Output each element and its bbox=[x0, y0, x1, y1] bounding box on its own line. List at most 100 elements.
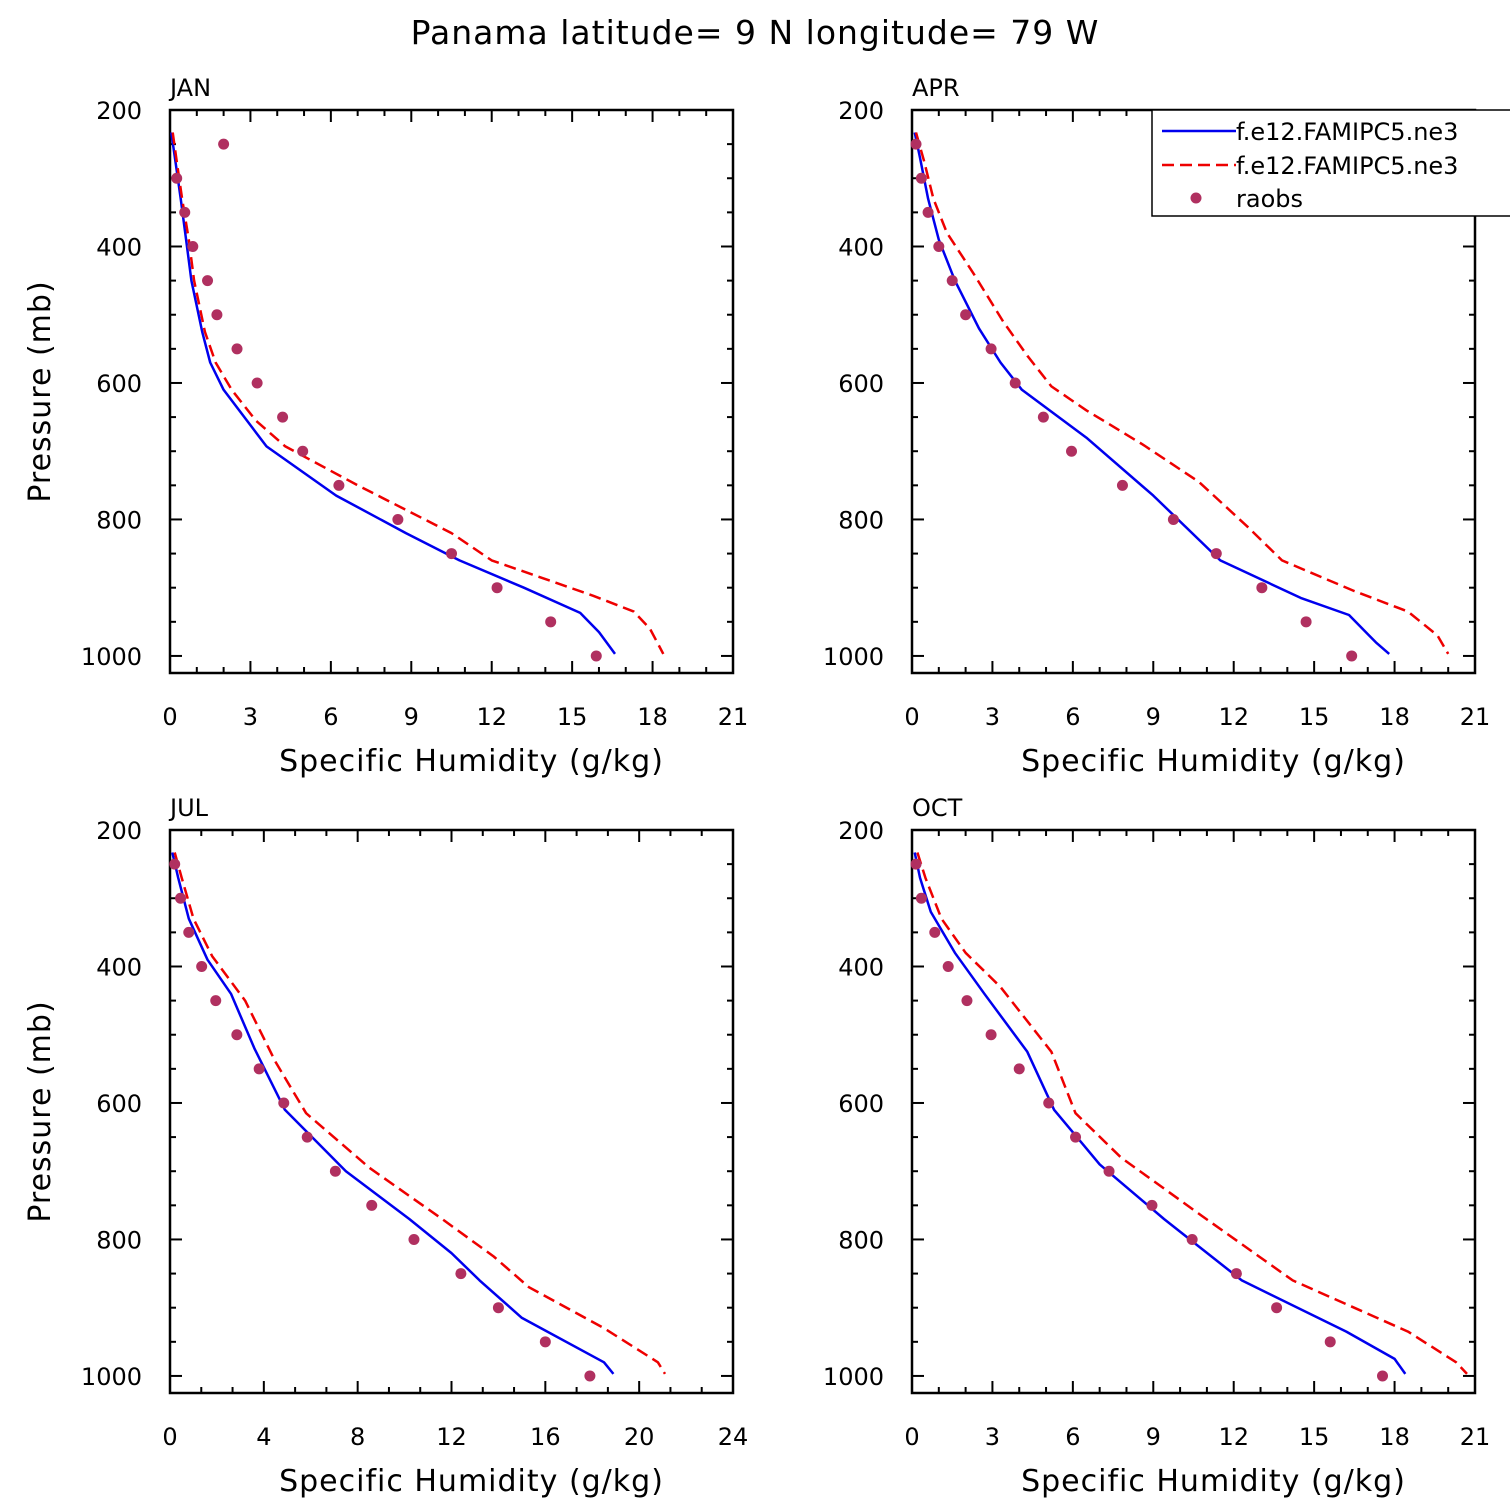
oct-raobs-point bbox=[929, 926, 941, 938]
oct-x-tick-label: 3 bbox=[985, 1423, 1000, 1451]
jul-raobs-point bbox=[253, 1063, 265, 1075]
jul-series-line-model-2 bbox=[173, 852, 667, 1375]
jul-raobs-point bbox=[301, 1131, 313, 1143]
jan-x-tick-label: 21 bbox=[718, 703, 749, 731]
oct-raobs-point bbox=[1103, 1165, 1115, 1177]
oct-x-tick-label: 0 bbox=[904, 1423, 919, 1451]
jul-raobs-point bbox=[175, 892, 187, 904]
jul-x-tick-label: 0 bbox=[162, 1423, 177, 1451]
jul-x-tick-label: 8 bbox=[350, 1423, 365, 1451]
oct-raobs-point bbox=[1070, 1131, 1082, 1143]
jan-series-line-model-1 bbox=[170, 132, 617, 655]
apr-y-tick-label: 400 bbox=[838, 233, 884, 261]
oct-y-tick-label: 400 bbox=[838, 953, 884, 981]
jul-y-tick-label: 200 bbox=[96, 817, 142, 845]
oct-raobs-point bbox=[985, 1029, 997, 1041]
legend-box bbox=[1151, 109, 1510, 217]
jul-raobs-point bbox=[329, 1165, 341, 1177]
jan-raobs-point bbox=[211, 309, 223, 321]
jan-raobs-point bbox=[202, 275, 214, 287]
jan-raobs-point bbox=[231, 343, 243, 355]
jul-raobs-point bbox=[539, 1336, 551, 1348]
apr-raobs-point bbox=[1346, 650, 1358, 662]
jul-y-tick-label: 600 bbox=[96, 1090, 142, 1118]
apr-raobs-point bbox=[1066, 445, 1078, 457]
oct-raobs-point bbox=[915, 892, 927, 904]
apr-x-tick-label: 15 bbox=[1299, 703, 1330, 731]
apr-y-tick-label: 1000 bbox=[823, 643, 884, 671]
jul-raobs-point bbox=[455, 1268, 467, 1280]
jan-y-tick-label: 800 bbox=[96, 506, 142, 534]
legend-label-model-2: f.e12.FAMIPC5.ne3 bbox=[1236, 152, 1458, 180]
jul-y-axis-label: Pressure (mb) bbox=[23, 1000, 58, 1222]
jul-raobs-point bbox=[210, 995, 222, 1007]
oct-x-tick-label: 6 bbox=[1065, 1423, 1080, 1451]
jan-raobs-point bbox=[545, 616, 557, 628]
apr-raobs-point bbox=[1116, 479, 1128, 491]
jan-y-axis-label: Pressure (mb) bbox=[23, 280, 58, 502]
jan-raobs-point bbox=[333, 479, 345, 491]
apr-x-tick-label: 9 bbox=[1146, 703, 1161, 731]
apr-y-tick-label: 200 bbox=[838, 97, 884, 125]
oct-raobs-point bbox=[1230, 1268, 1242, 1280]
jan-plot-frame bbox=[168, 108, 735, 675]
apr-y-tick-label: 800 bbox=[838, 506, 884, 534]
apr-raobs-point bbox=[985, 343, 997, 355]
jul-raobs-point bbox=[278, 1097, 290, 1109]
jul-x-tick-label: 4 bbox=[256, 1423, 271, 1451]
jan-panel-title: JAN bbox=[168, 74, 211, 102]
oct-raobs-point bbox=[961, 995, 973, 1007]
apr-panel-title: APR bbox=[912, 74, 960, 102]
oct-x-tick-label: 18 bbox=[1379, 1423, 1410, 1451]
oct-panel-title: OCT bbox=[912, 794, 963, 822]
panel-jan: 0 3 6 9 12 15 18 21 200 400 600 800 1000 JAN Specific … bbox=[23, 74, 748, 779]
apr-x-tick-label: 18 bbox=[1379, 703, 1410, 731]
apr-raobs-point bbox=[1256, 582, 1268, 594]
jan-raobs-point bbox=[218, 138, 230, 150]
legend-label-model-1: f.e12.FAMIPC5.ne3 bbox=[1236, 118, 1458, 146]
jul-raobs-point bbox=[169, 858, 181, 870]
legend-label-raobs: raobs bbox=[1236, 185, 1303, 213]
oct-raobs-point bbox=[1324, 1336, 1336, 1348]
panel-apr: 0 3 6 9 12 15 18 21 200 400 600 800 1000 APR Specific … bbox=[823, 74, 1490, 779]
jul-raobs-point bbox=[366, 1199, 378, 1211]
jan-raobs-point bbox=[171, 172, 183, 184]
jan-raobs-point bbox=[392, 513, 404, 525]
jan-x-tick-label: 6 bbox=[323, 703, 338, 731]
apr-x-tick-label: 12 bbox=[1218, 703, 1249, 731]
jul-raobs-point bbox=[231, 1029, 243, 1041]
oct-plot-frame bbox=[910, 828, 1477, 1395]
jul-raobs-point bbox=[492, 1302, 504, 1314]
apr-raobs-point bbox=[960, 309, 972, 321]
apr-raobs-point bbox=[946, 275, 958, 287]
oct-raobs-point bbox=[910, 858, 922, 870]
jul-raobs-point bbox=[196, 960, 208, 972]
jul-panel-title: JUL bbox=[168, 794, 209, 822]
oct-x-tick-label: 15 bbox=[1299, 1423, 1330, 1451]
jan-raobs-point bbox=[179, 206, 191, 218]
jul-x-tick-label: 24 bbox=[718, 1423, 749, 1451]
apr-x-tick-label: 0 bbox=[904, 703, 919, 731]
apr-x-tick-label: 21 bbox=[1460, 703, 1491, 731]
jan-raobs-point bbox=[297, 445, 309, 457]
apr-raobs-point bbox=[1300, 616, 1312, 628]
jan-series-line-model-2 bbox=[171, 132, 665, 655]
oct-raobs-point bbox=[1271, 1302, 1283, 1314]
jan-x-tick-label: 9 bbox=[404, 703, 419, 731]
jul-raobs-point bbox=[584, 1370, 596, 1382]
jan-y-tick-label: 200 bbox=[96, 97, 142, 125]
jan-y-tick-label: 600 bbox=[96, 370, 142, 398]
jul-y-tick-label: 800 bbox=[96, 1226, 142, 1254]
oct-y-tick-label: 800 bbox=[838, 1226, 884, 1254]
jul-x-tick-label: 20 bbox=[624, 1423, 655, 1451]
jan-y-tick-label: 400 bbox=[96, 233, 142, 261]
jul-x-tick-label: 16 bbox=[530, 1423, 561, 1451]
jan-x-tick-label: 18 bbox=[637, 703, 668, 731]
oct-raobs-point bbox=[1146, 1199, 1158, 1211]
jul-x-tick-label: 12 bbox=[436, 1423, 467, 1451]
jan-raobs-point bbox=[277, 411, 289, 423]
oct-series-line-model-1 bbox=[913, 852, 1407, 1375]
jan-x-tick-label: 3 bbox=[243, 703, 258, 731]
panel-oct: 0 3 6 9 12 15 18 21 200 400 600 800 1000 OCT Specific … bbox=[823, 794, 1490, 1499]
jul-y-tick-label: 400 bbox=[96, 953, 142, 981]
